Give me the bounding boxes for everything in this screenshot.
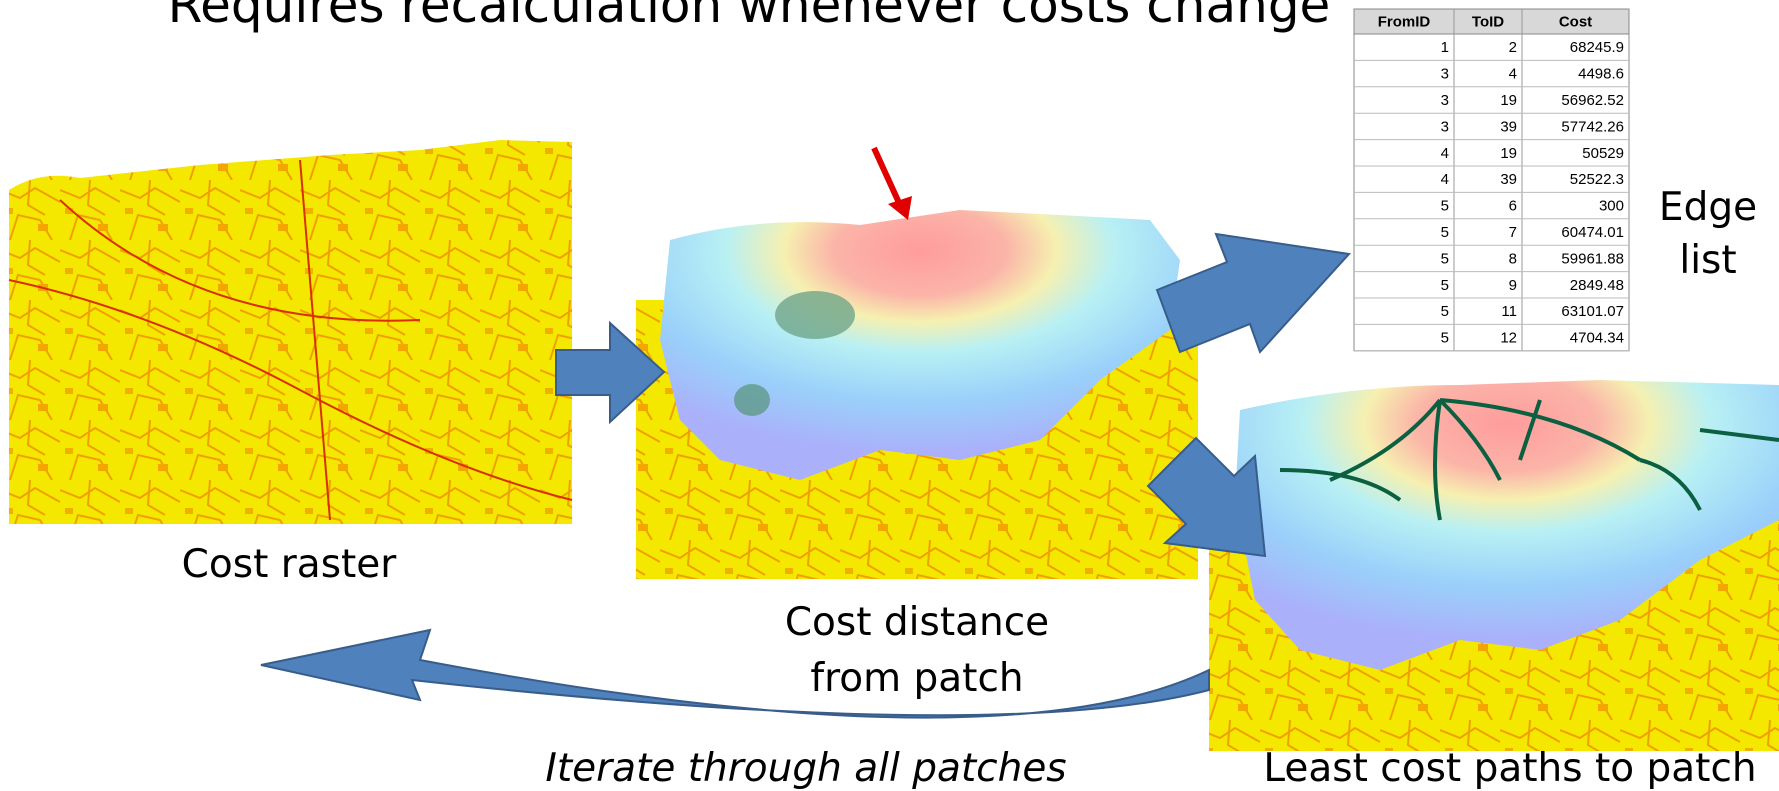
table-cell: 52522.3 <box>1570 171 1624 188</box>
table-cell: 12 <box>1500 330 1517 347</box>
table-cell: 57742.26 <box>1561 118 1624 135</box>
table-cell: 39 <box>1500 118 1517 135</box>
edge-label: Edge <box>1659 185 1757 230</box>
table-header: FromID <box>1378 13 1431 30</box>
table-cell: 5 <box>1441 303 1449 320</box>
table-cell: 300 <box>1599 198 1624 215</box>
table-cell: 8 <box>1509 250 1517 267</box>
map-caption: Least cost paths to patch <box>1263 746 1756 791</box>
title: Requires recalculation whenever costs ch… <box>168 0 1331 34</box>
map-caption: Cost distance <box>785 600 1049 645</box>
table-cell: 19 <box>1500 92 1517 109</box>
map-caption: from patch <box>810 656 1023 701</box>
table-cell: 4 <box>1441 145 1449 162</box>
slide: Requires recalculation whenever costs ch… <box>0 0 1779 791</box>
table-cell: 63101.07 <box>1561 303 1624 320</box>
table-cell: 60474.01 <box>1561 224 1624 241</box>
edge-label: list <box>1679 238 1736 283</box>
table-cell: 5 <box>1441 277 1449 294</box>
table-cell: 4704.34 <box>1570 330 1624 347</box>
table-cell: 68245.9 <box>1570 39 1624 56</box>
cost-raster-map <box>9 140 572 524</box>
table-cell: 50529 <box>1582 145 1624 162</box>
table-header: ToID <box>1472 13 1504 30</box>
table-cell: 5 <box>1441 198 1449 215</box>
table-cell: 56962.52 <box>1561 92 1624 109</box>
cost-distance-map <box>636 148 1198 579</box>
table-cell: 3 <box>1441 66 1449 83</box>
table-cell: 59961.88 <box>1561 250 1624 267</box>
table-cell: 5 <box>1441 330 1449 347</box>
table-cell: 2 <box>1509 39 1517 56</box>
table-cell: 19 <box>1500 145 1517 162</box>
table-cell: 1 <box>1441 39 1449 56</box>
table-cell: 4 <box>1441 171 1449 188</box>
table-cell: 2849.48 <box>1570 277 1624 294</box>
table-cell: 5 <box>1441 250 1449 267</box>
table-cell: 3 <box>1441 118 1449 135</box>
table-cell: 7 <box>1509 224 1517 241</box>
table-cell: 39 <box>1500 171 1517 188</box>
least-cost-map <box>1209 380 1779 751</box>
loop-caption: Iterate through all patches <box>545 746 1066 791</box>
table-cell: 11 <box>1501 303 1517 320</box>
table-cell: 5 <box>1441 224 1449 241</box>
table-header: Cost <box>1559 13 1592 30</box>
table-cell: 4 <box>1509 66 1517 83</box>
table-cell: 4498.6 <box>1578 66 1624 83</box>
table-cell: 9 <box>1509 277 1517 294</box>
map-caption: Cost raster <box>182 542 398 587</box>
table-cell: 3 <box>1441 92 1449 109</box>
table-cell: 6 <box>1509 198 1517 215</box>
